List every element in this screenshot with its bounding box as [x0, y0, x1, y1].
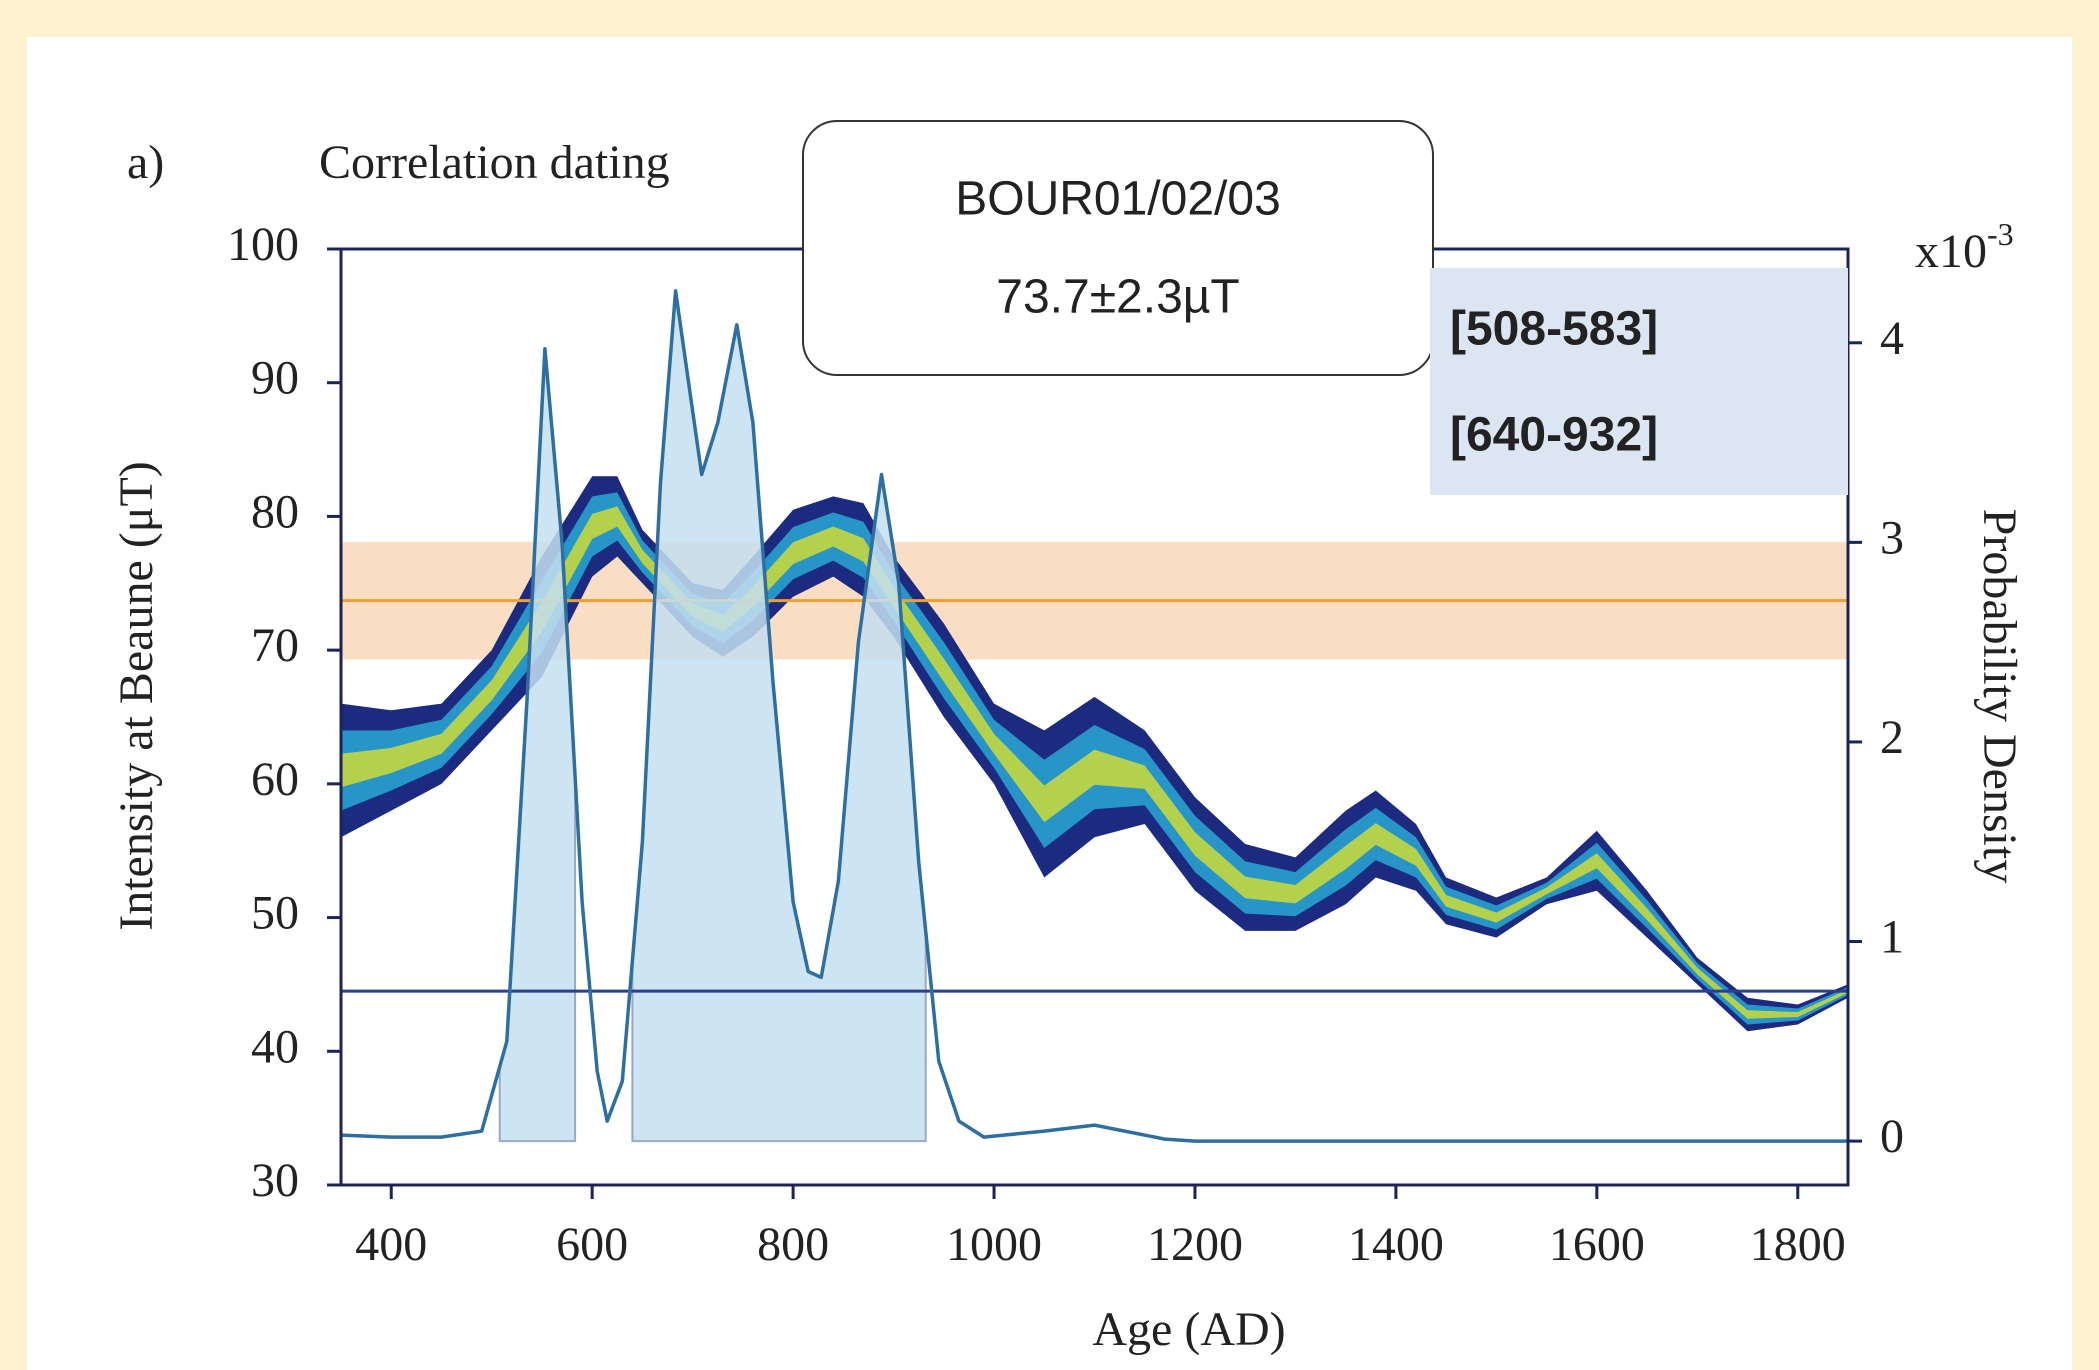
- y-tick-label: 100: [227, 218, 299, 271]
- annotation-line: 73.7±2.3µT: [996, 271, 1239, 324]
- x-tick-label: 1400: [1348, 1218, 1444, 1271]
- y-tick-label: 70: [251, 619, 299, 672]
- y-tick-label: 90: [251, 352, 299, 405]
- y2-tick-label: 4: [1880, 312, 1904, 365]
- x-tick-label: 600: [556, 1218, 628, 1271]
- y2-tick-label: 0: [1880, 1110, 1904, 1163]
- x-tick-label: 1800: [1750, 1218, 1846, 1271]
- y-tick-label: 50: [251, 887, 299, 940]
- x-tick-label: 1000: [946, 1218, 1042, 1271]
- y-tick-label: 60: [251, 753, 299, 806]
- panel-label: a): [127, 136, 164, 189]
- x-tick-label: 400: [355, 1218, 427, 1271]
- y2-tick-label: 3: [1880, 511, 1904, 564]
- x-tick-label: 1600: [1549, 1218, 1645, 1271]
- interval-box: [1430, 268, 1848, 495]
- y-tick-label: 30: [251, 1154, 299, 1207]
- interval-label: [640-932]: [1450, 409, 1658, 462]
- annotation-box: [802, 120, 1434, 376]
- probability-curve: [340, 289, 1848, 1143]
- y2-tick-label: 1: [1880, 911, 1904, 964]
- x-tick-label: 800: [757, 1218, 829, 1271]
- plot-area: [327, 247, 1862, 1199]
- annotation-line: BOUR01/02/03: [955, 173, 1281, 226]
- y2-scale-exponent: -3: [1987, 216, 2014, 252]
- y2-scale-base: x10: [1915, 225, 1987, 278]
- x-axis-label: Age (AD): [1092, 1303, 1285, 1356]
- chart-title: Correlation dating: [319, 136, 670, 189]
- y-tick-label: 80: [251, 485, 299, 538]
- interval-label: [508-583]: [1450, 303, 1658, 356]
- y2-axis-label: Probability Density: [1973, 509, 2026, 884]
- y2-scale: x10-3: [1915, 216, 2014, 278]
- y-tick-label: 40: [251, 1020, 299, 1073]
- x-tick-label: 1200: [1147, 1218, 1243, 1271]
- y2-tick-label: 2: [1880, 711, 1904, 764]
- y-axis-label: Intensity at Beaune (μT): [110, 461, 163, 931]
- intensity-envelope: [341, 506, 1848, 1019]
